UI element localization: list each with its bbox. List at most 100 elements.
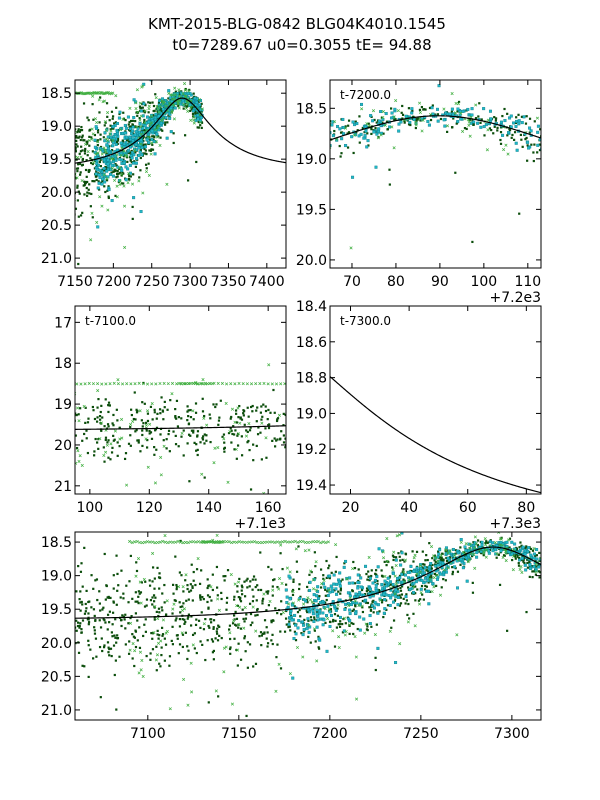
data-point-dark	[370, 132, 373, 136]
data-point-dark	[229, 427, 232, 430]
data-point-cyan	[137, 146, 141, 150]
data-point-dark	[105, 102, 109, 105]
data-point-cyan	[419, 587, 423, 591]
data-point-dark	[393, 606, 397, 610]
data-point-cyan	[153, 152, 157, 156]
data-point-dark	[367, 589, 370, 592]
data-point-cross	[419, 591, 423, 595]
data-point-dark	[200, 126, 203, 130]
data-point-cyan	[397, 122, 401, 126]
data-point-cross	[312, 587, 316, 591]
data-point-dark	[222, 433, 226, 436]
y-tick-label: 18.4	[296, 299, 327, 315]
data-point-cyan	[319, 617, 323, 621]
data-point-cross	[145, 382, 150, 386]
data-point-cross	[182, 677, 186, 681]
data-point-cyan	[443, 124, 447, 128]
data-point-dark	[531, 549, 535, 552]
data-point-cross	[179, 382, 183, 386]
data-point-dark	[153, 577, 156, 580]
data-point-dark	[374, 569, 378, 572]
data-point-cross	[258, 540, 262, 545]
data-point-dark	[263, 631, 266, 634]
data-point-cyan	[469, 121, 473, 125]
data-point-cross	[262, 491, 266, 494]
data-point-dark	[117, 172, 120, 175]
data-point-dark	[255, 420, 258, 423]
data-point-cross	[166, 382, 170, 386]
data-point-dark	[159, 665, 162, 668]
data-point-dark	[91, 150, 94, 153]
data-point-dark	[284, 583, 288, 586]
data-point-dark	[103, 460, 106, 463]
data-point-cyan	[410, 107, 414, 111]
data-point-dark	[174, 90, 177, 93]
data-point-cross	[154, 96, 158, 100]
data-point-dark	[517, 556, 521, 559]
data-point-dark	[366, 628, 369, 632]
y-tick-label: 19.4	[296, 478, 327, 494]
data-point-cross	[152, 631, 156, 635]
data-point-cyan	[325, 614, 329, 618]
data-point-dark	[113, 168, 116, 171]
data-point-cyan	[360, 102, 364, 106]
data-point-dark	[160, 128, 163, 131]
data-point-cyan	[404, 595, 408, 599]
data-point-dark	[151, 135, 154, 138]
data-point-dark	[79, 171, 82, 174]
data-point-cyan	[451, 547, 455, 551]
data-point-dark	[252, 665, 255, 668]
data-point-dark	[414, 585, 417, 588]
data-point-cyan	[399, 120, 403, 124]
data-point-dark	[237, 596, 240, 599]
data-point-dark	[175, 586, 179, 589]
data-point-cross	[149, 152, 153, 156]
data-point-cross	[208, 382, 212, 386]
data-point-dark	[138, 176, 141, 179]
data-point-dark	[339, 155, 342, 158]
data-point-dark	[89, 205, 92, 208]
data-point-dark	[112, 601, 115, 604]
data-point-dark	[142, 381, 145, 385]
data-point-cyan	[126, 148, 130, 152]
data-point-cross	[137, 179, 141, 183]
data-point-cyan	[124, 126, 128, 130]
data-point-dark	[271, 642, 274, 646]
data-point-dark	[528, 551, 531, 554]
data-point-dark	[251, 404, 254, 408]
data-point-cross	[75, 176, 79, 180]
data-point-dark	[218, 416, 221, 419]
data-point-dark	[352, 632, 355, 636]
data-point-dark	[114, 194, 117, 197]
data-point-cyan	[400, 572, 404, 576]
data-point-cross	[156, 641, 161, 645]
data-point-dark	[300, 632, 303, 635]
data-point-cyan	[470, 107, 474, 111]
data-point-dark	[109, 458, 112, 461]
data-point-cross	[296, 540, 300, 544]
data-point-cyan	[304, 599, 308, 603]
data-point-dark	[366, 132, 369, 135]
data-point-dark	[299, 615, 302, 618]
data-point-cross	[281, 611, 285, 615]
data-point-dark	[480, 552, 483, 555]
data-point-cyan	[393, 107, 397, 111]
data-point-dark	[138, 117, 141, 120]
data-point-cyan	[142, 82, 146, 86]
data-point-cyan	[532, 552, 536, 556]
data-point-dark	[208, 584, 211, 587]
data-point-dark	[83, 665, 86, 668]
data-point-dark	[392, 585, 395, 588]
data-point-dark	[382, 615, 385, 619]
data-point-cross	[439, 554, 443, 558]
data-point-dark	[217, 695, 220, 698]
data-point-cross	[158, 381, 162, 386]
data-point-cyan	[315, 608, 319, 612]
data-point-dark	[107, 646, 110, 649]
data-point-cyan	[143, 124, 147, 128]
data-point-dark	[106, 189, 109, 192]
data-point-dark	[233, 433, 236, 436]
data-point-dark	[177, 445, 180, 448]
data-point-dark	[243, 635, 247, 638]
data-point-dark	[499, 142, 503, 145]
